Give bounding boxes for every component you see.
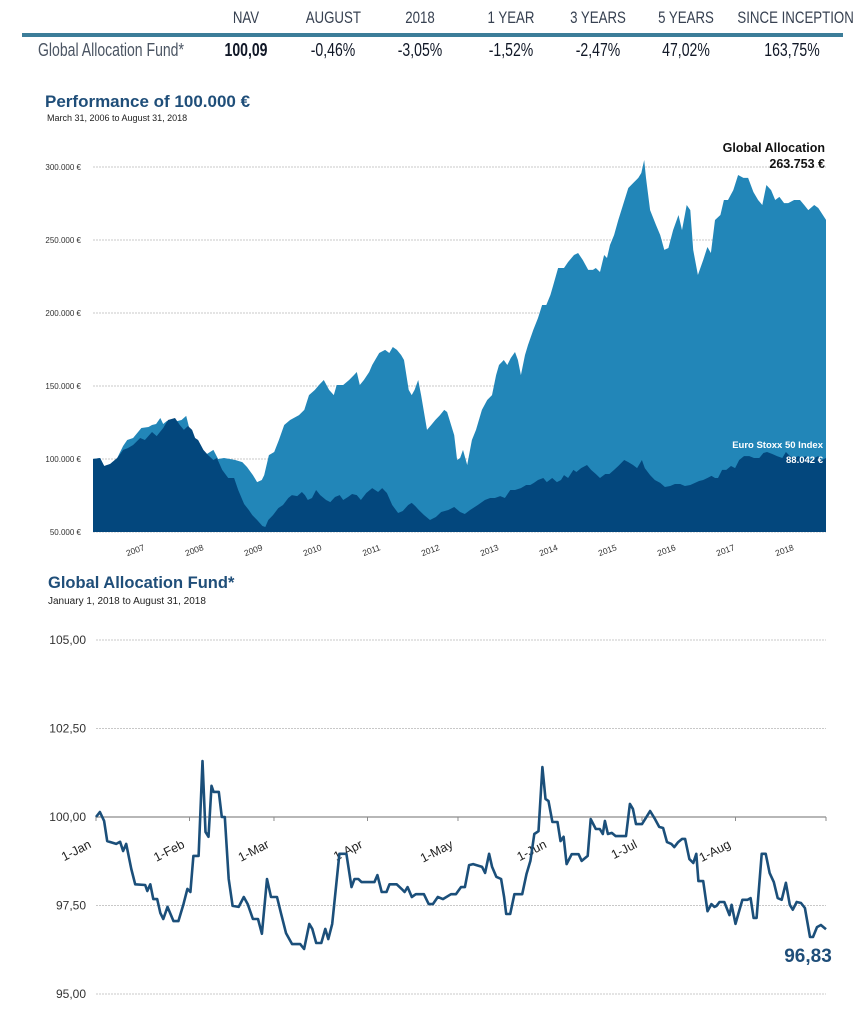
line-y-tick-label: 100,00 bbox=[49, 810, 86, 824]
column-header-since-inception: SINCE INCEPTION bbox=[737, 8, 854, 27]
line-x-tick-label: 1-Mar bbox=[236, 837, 271, 864]
line-y-tick-label: 102,50 bbox=[49, 722, 86, 736]
nav-value-cell: 100,09 bbox=[224, 40, 268, 60]
global-allocation-area bbox=[93, 160, 826, 532]
column-header-3-years: 3 YEARS bbox=[570, 8, 626, 27]
5-years-value-cell: 47,02% bbox=[662, 40, 710, 60]
ytd-2018-value-cell: -3,05% bbox=[397, 40, 443, 60]
column-header-august: AUGUST bbox=[305, 8, 361, 27]
fund-name-cell: Global Allocation Fund* bbox=[38, 40, 184, 60]
performance-area-chart: 50.000 € 100.000 € 150.000 € 200.000 € 250.0… bbox=[45, 141, 826, 558]
column-header-nav: NAV bbox=[232, 8, 260, 27]
area-y-tick-label: 250.000 € bbox=[45, 236, 81, 245]
line-x-tick-label: 1-Jan bbox=[59, 837, 93, 864]
global-allocation-label: Global Allocation bbox=[723, 141, 825, 155]
area-y-tick-label: 100.000 € bbox=[45, 455, 81, 464]
table-header-rule bbox=[22, 33, 843, 37]
august-value-cell: -0,46% bbox=[310, 40, 356, 60]
column-header-1-year: 1 YEAR bbox=[487, 8, 535, 27]
global-allocation-fund-line bbox=[94, 759, 827, 951]
performance-chart-subtitle: March 31, 2006 to August 31, 2018 bbox=[47, 113, 188, 123]
ytd-chart-title: Global Allocation Fund* bbox=[48, 574, 235, 592]
column-header-2018: 2018 bbox=[405, 8, 435, 27]
performance-chart-title: Performance of 100.000 € bbox=[45, 92, 251, 111]
line-y-tick-label: 97,50 bbox=[56, 899, 86, 913]
area-y-tick-label: 200.000 € bbox=[45, 309, 81, 318]
global-allocation-end-value: 263.753 € bbox=[769, 157, 825, 171]
ytd-chart-subtitle: January 1, 2018 to August 31, 2018 bbox=[48, 596, 206, 607]
euro-stoxx-label: Euro Stoxx 50 Index bbox=[732, 440, 824, 451]
line-x-tick-label: 1-May bbox=[418, 837, 456, 866]
euro-stoxx-area bbox=[93, 418, 826, 532]
line-y-tick-label: 105,00 bbox=[49, 633, 86, 647]
since-inception-value-cell: 163,75% bbox=[764, 40, 820, 60]
line-x-tick-label: 1-Aug bbox=[697, 837, 733, 865]
area-y-tick-label: 300.000 € bbox=[45, 163, 81, 172]
line-x-tick-label: 1-Feb bbox=[151, 837, 186, 864]
1-year-value-cell: -1,52% bbox=[488, 40, 534, 60]
3-years-value-cell: -2,47% bbox=[575, 40, 621, 60]
line-x-tick-label: 1-Jul bbox=[609, 837, 639, 862]
area-y-tick-label: 50.000 € bbox=[50, 528, 82, 537]
line-y-tick-label: 95,00 bbox=[56, 987, 86, 1001]
ytd-end-value-label: 96,83 bbox=[784, 946, 832, 967]
area-y-tick-label: 150.000 € bbox=[45, 382, 81, 391]
column-header-5-years: 5 YEARS bbox=[658, 8, 714, 27]
euro-stoxx-end-value: 88.042 € bbox=[786, 455, 824, 466]
